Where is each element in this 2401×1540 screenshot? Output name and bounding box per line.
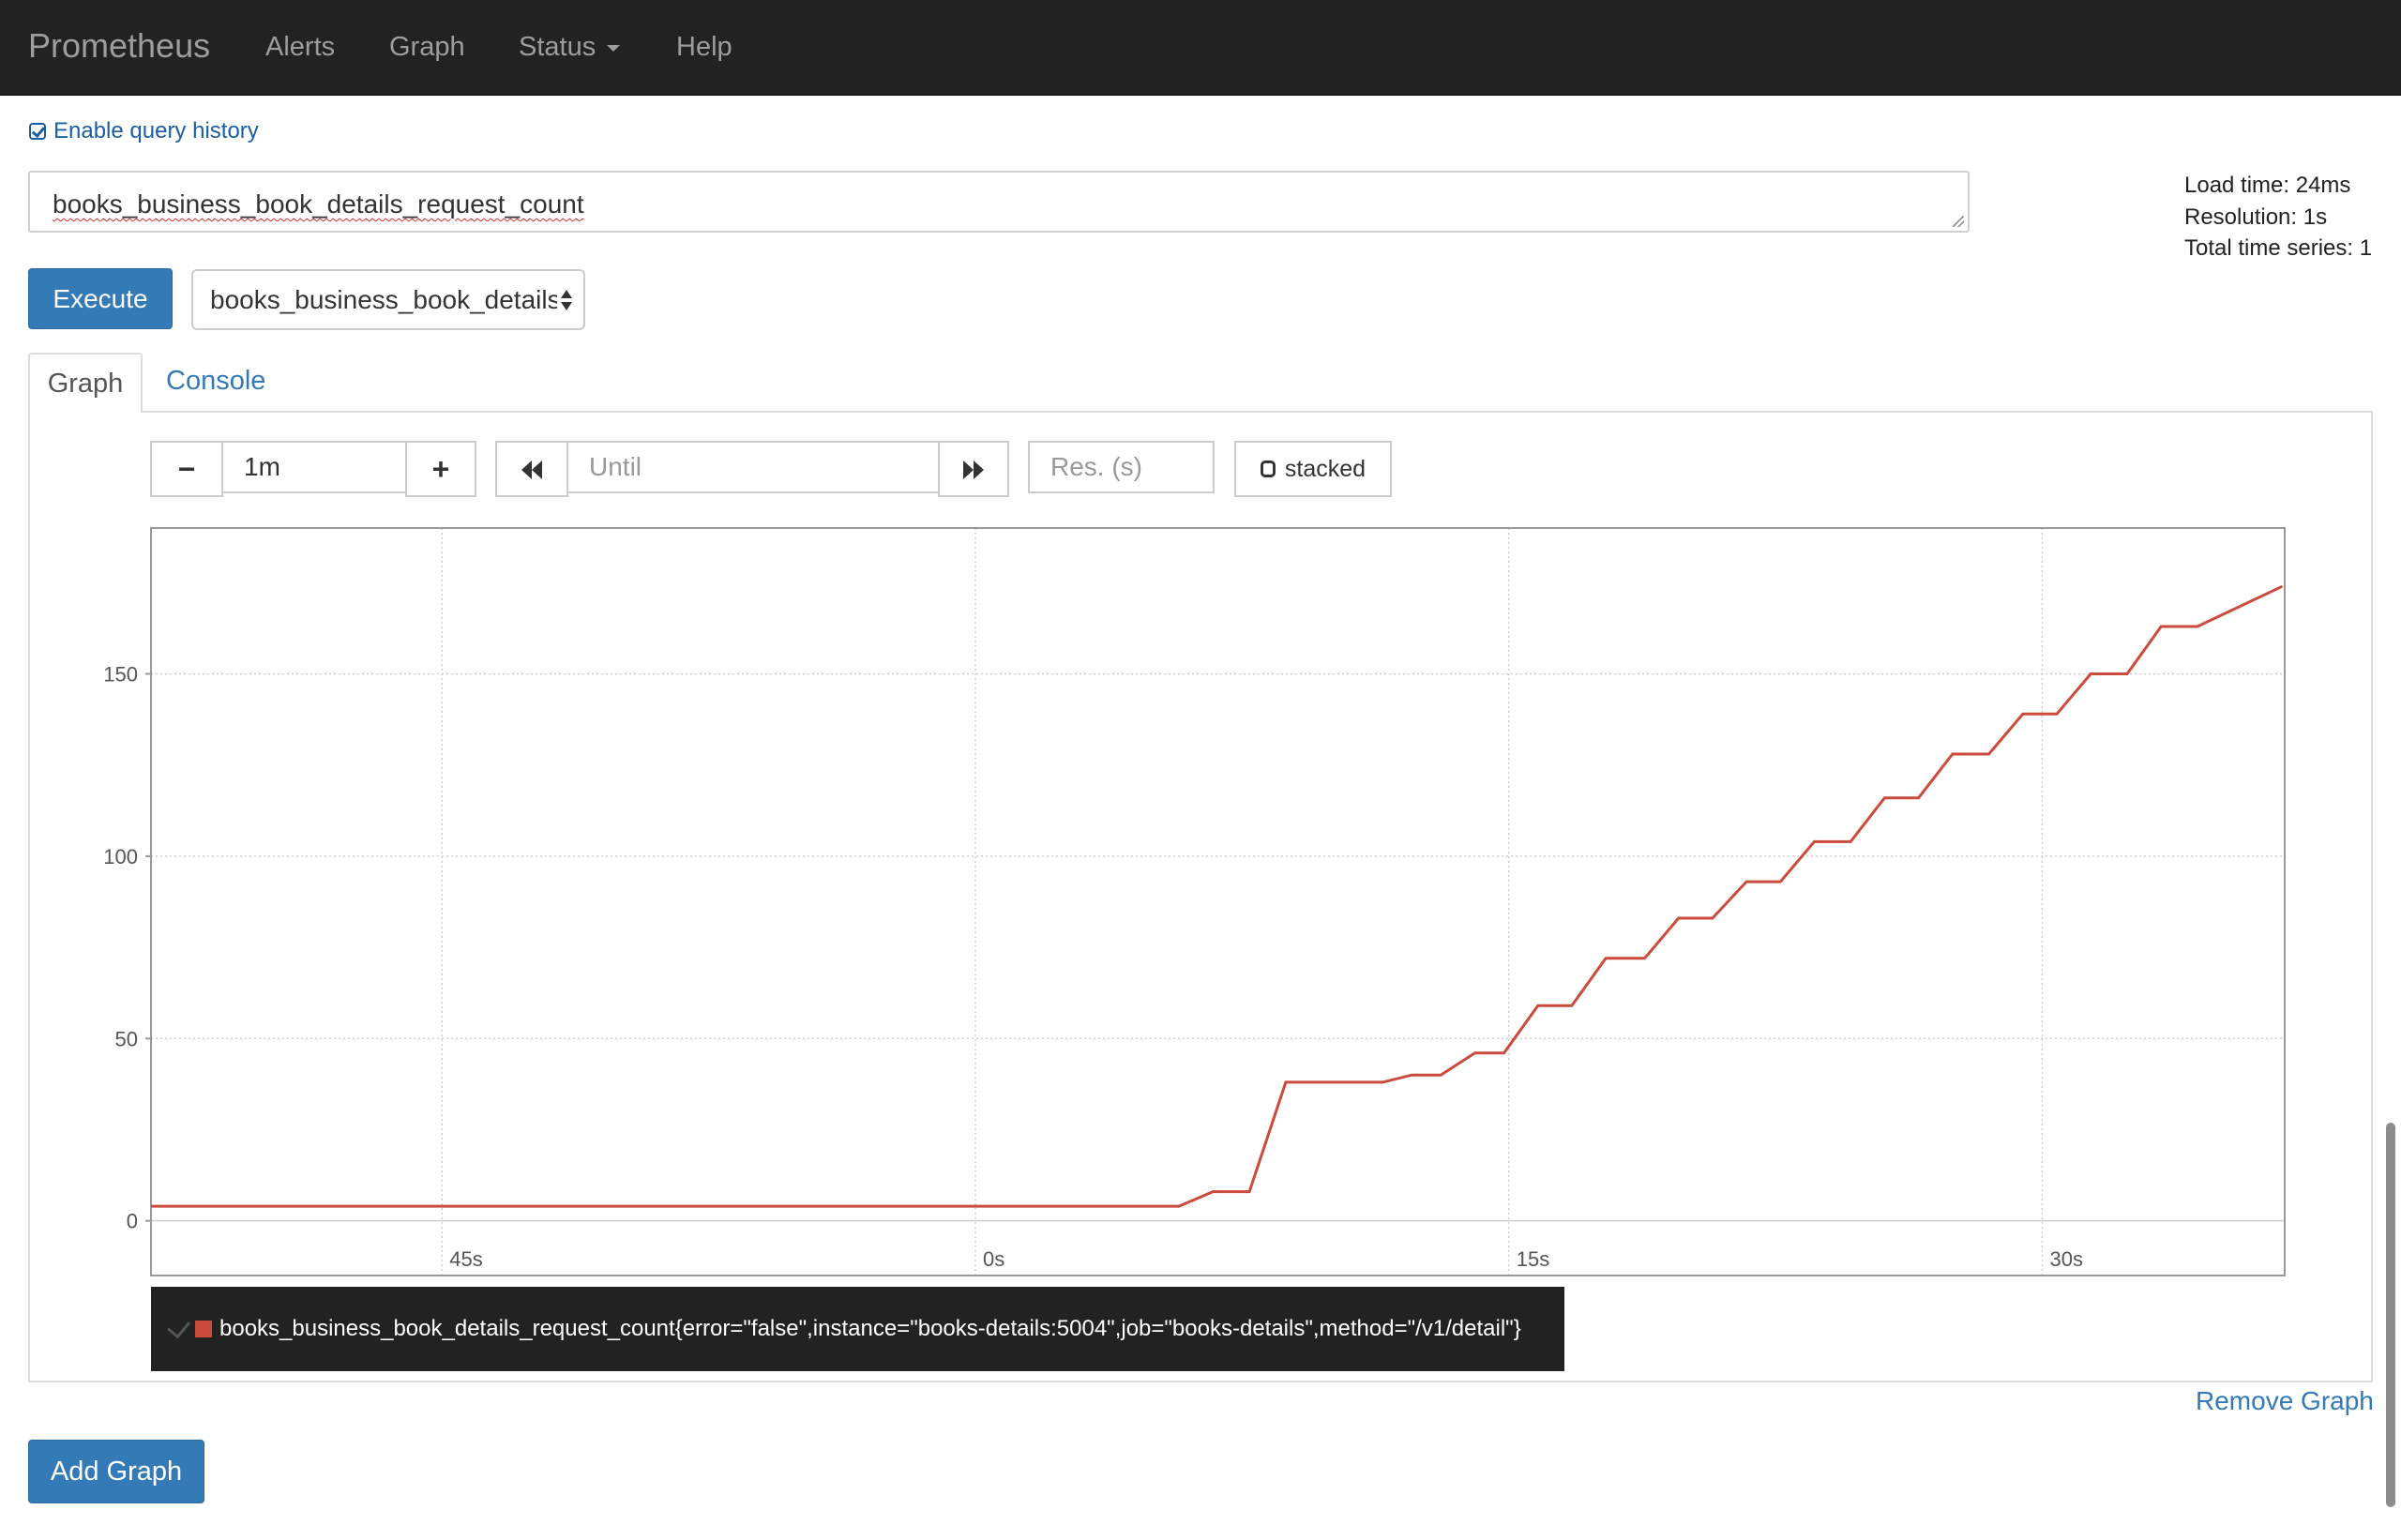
nav-status-dropdown[interactable]: Status <box>519 32 621 63</box>
stacked-label: stacked <box>1284 455 1367 482</box>
until-input[interactable]: Until <box>566 441 940 493</box>
load-time: Load time: 24ms <box>2184 173 2351 198</box>
nav-alerts[interactable]: Alerts <box>265 32 336 62</box>
total-time-series: Total time series: 1 <box>2184 235 2373 261</box>
expression-input-value: books_business_book_details_request_coun… <box>53 189 584 219</box>
nav-graph[interactable]: Graph <box>389 32 465 62</box>
select-arrows-icon <box>561 288 572 312</box>
graph-legend[interactable]: books_business_book_details_request_coun… <box>151 1287 1564 1371</box>
metric-select-value: books_business_book_details_request_coun… <box>210 285 557 314</box>
add-graph-button[interactable]: Add Graph <box>28 1440 204 1503</box>
remove-graph-link[interactable]: Remove Graph <box>2196 1386 2374 1415</box>
resolution: Resolution: 1s <box>2184 204 2328 230</box>
tab-console[interactable]: Console <box>166 366 266 396</box>
time-back-button[interactable] <box>495 441 568 497</box>
range-increase-button[interactable]: + <box>405 441 476 497</box>
enable-query-history-label: Enable query history <box>53 118 259 143</box>
checkbox-unchecked-icon <box>1260 460 1276 477</box>
nav-help[interactable]: Help <box>676 32 732 62</box>
metric-select[interactable]: books_business_book_details_request_coun… <box>191 269 585 330</box>
fast-forward-icon <box>963 452 984 487</box>
graph-panel <box>28 411 2373 1382</box>
rewind-icon <box>521 452 542 487</box>
expression-input[interactable]: books_business_book_details_request_coun… <box>28 171 1970 233</box>
caret-down-icon <box>607 44 621 52</box>
check-icon <box>167 1314 190 1338</box>
series-color-swatch <box>195 1321 212 1337</box>
execute-button[interactable]: Execute <box>28 268 173 329</box>
top-navbar <box>0 0 2401 96</box>
resize-handle-icon[interactable] <box>1953 216 1964 227</box>
stacked-toggle-button[interactable]: stacked <box>1234 441 1392 497</box>
tab-graph[interactable]: Graph <box>28 353 143 413</box>
time-forward-button[interactable] <box>938 441 1009 497</box>
brand-link[interactable]: Prometheus <box>28 26 211 65</box>
enable-query-history-toggle[interactable]: Enable query history <box>29 118 259 144</box>
checkbox-checked-icon[interactable] <box>29 123 46 140</box>
nav-status-label: Status <box>519 32 596 62</box>
legend-series-label: books_business_book_details_request_coun… <box>219 1316 1521 1341</box>
resolution-input[interactable]: Res. (s) <box>1028 441 1215 493</box>
page-scrollbar-thumb[interactable] <box>2386 1123 2395 1507</box>
range-decrease-button[interactable]: − <box>150 441 223 497</box>
range-input[interactable]: 1m <box>221 441 407 493</box>
